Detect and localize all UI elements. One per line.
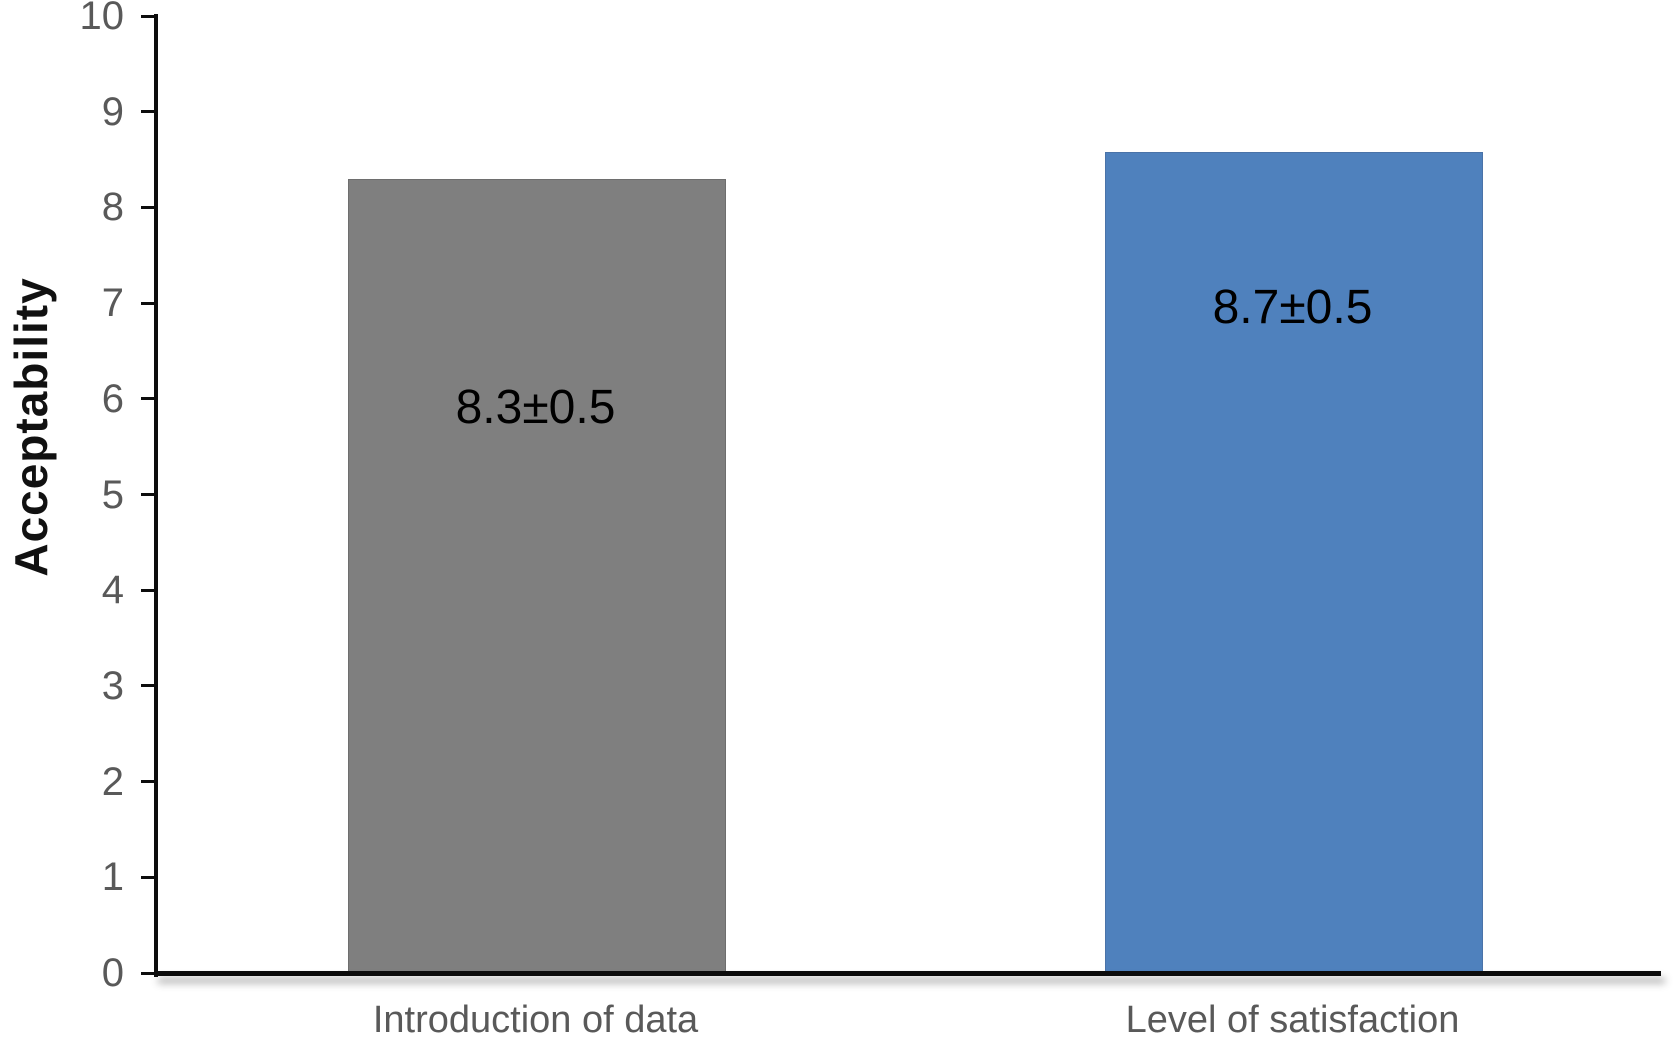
- y-axis-tick: [141, 205, 157, 209]
- y-axis-tick: [141, 110, 157, 114]
- y-axis-tick: [141, 397, 157, 401]
- y-axis-tick-label: 6: [101, 376, 124, 421]
- bar-introduction-of-data: [347, 178, 726, 975]
- y-axis-tick-label: 4: [101, 568, 124, 613]
- y-axis-tick: [141, 684, 157, 688]
- bar-level-of-satisfaction: [1104, 151, 1483, 975]
- y-axis-tick-label: 8: [101, 185, 124, 230]
- y-axis-tick-label: 3: [101, 663, 124, 708]
- y-axis-tick-label: 7: [101, 281, 124, 326]
- bar-value-label: 8.3±0.5: [455, 381, 616, 435]
- y-axis-tick: [141, 493, 157, 496]
- y-axis-tick: [141, 875, 157, 879]
- x-category-label-introduction-of-data: Introduction of data: [372, 999, 699, 1041]
- y-axis-tick-label: 2: [101, 759, 124, 804]
- y-axis-tick-label: 10: [79, 0, 125, 38]
- y-axis-tick-label: 5: [101, 472, 124, 517]
- x-axis-line: [154, 971, 1661, 976]
- y-axis-tick-label: 9: [101, 89, 124, 134]
- y-axis-tick: [141, 301, 157, 305]
- y-axis-tick: [141, 588, 157, 592]
- y-axis-tick-label: 0: [101, 951, 124, 995]
- x-category-label-level-of-satisfaction: Level of satisfaction: [1125, 999, 1460, 1041]
- y-axis-tick: [141, 780, 157, 784]
- bar-value-label: 8.7±0.5: [1212, 280, 1373, 334]
- y-axis-tick: [141, 14, 157, 18]
- y-axis-tick-label: 1: [101, 855, 124, 900]
- y-axis-tick: [141, 971, 157, 975]
- y-axis-line: [154, 14, 158, 977]
